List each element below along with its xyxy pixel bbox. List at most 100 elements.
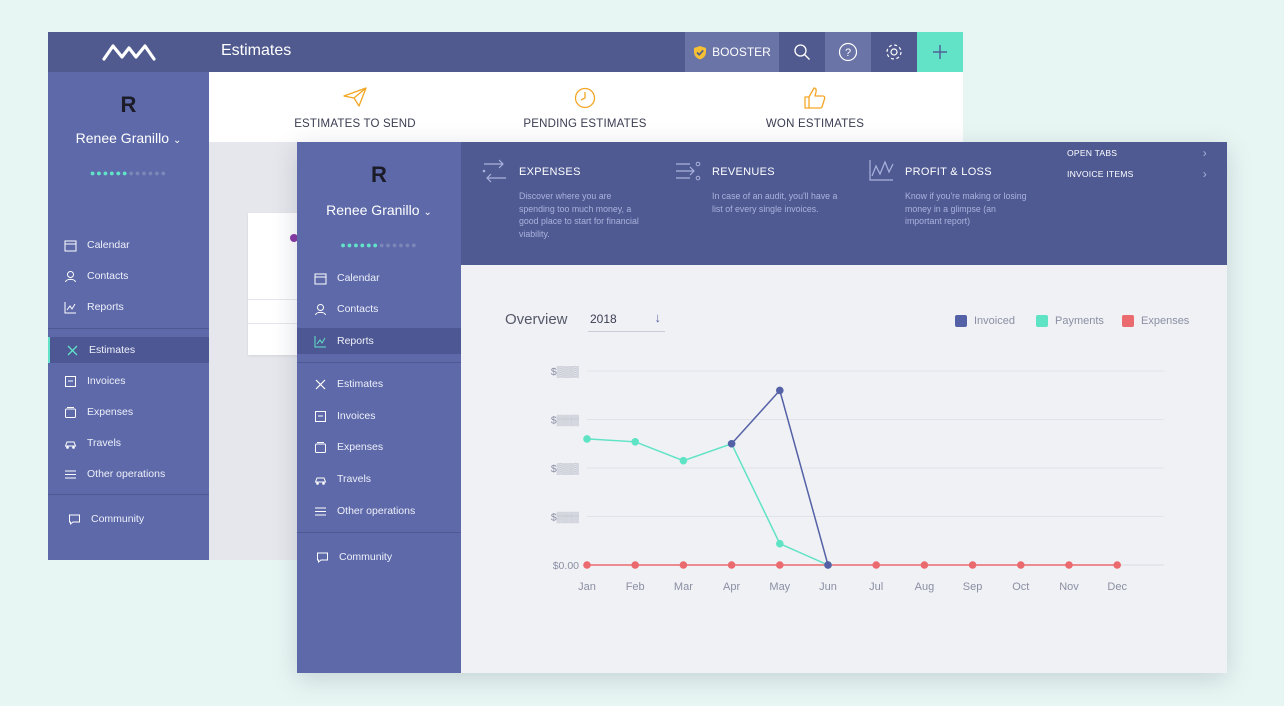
sidebar-item-label: Contacts: [337, 303, 379, 315]
data-point-expenses: [776, 561, 784, 569]
x-tick-label: Jan: [578, 581, 596, 593]
sidebar-item-label: Estimates: [337, 378, 384, 390]
data-point-expenses: [583, 561, 591, 569]
x-tick-label: Jun: [819, 581, 837, 593]
data-point-expenses: [1017, 561, 1025, 569]
add-button[interactable]: [917, 32, 963, 72]
tile-won-estimates[interactable]: WON ESTIMATES: [715, 72, 915, 142]
chevron-right-icon: ›: [1202, 167, 1207, 181]
link-label: INVOICE ITEMS: [1067, 169, 1134, 179]
data-point-invoiced: [824, 561, 832, 569]
front-window: R Renee Granillo ⌄ ●●●●●●●●●●●● Calendar…: [297, 142, 1227, 673]
legend-expenses[interactable]: Expenses: [1122, 314, 1189, 328]
help-button[interactable]: ?: [825, 32, 871, 72]
sidebar-item-expenses[interactable]: Expenses: [297, 434, 461, 460]
sidebar-item-other-operations[interactable]: Other operations: [48, 461, 209, 487]
sidebar-item-label: Other operations: [337, 505, 416, 517]
sidebar: R Renee Granillo ⌄ ●●●●●●●●●●●● Calendar…: [48, 72, 209, 560]
tile-estimates-to-send[interactable]: ESTIMATES TO SEND: [255, 72, 455, 142]
settings-button[interactable]: [871, 32, 917, 72]
progress-dots: ●●●●●●●●●●●●: [89, 168, 168, 178]
sliders-icon: [65, 470, 76, 478]
sidebar-item-label: Travels: [87, 437, 122, 449]
sliders-icon: [315, 507, 326, 515]
legend-invoiced[interactable]: Invoiced: [955, 314, 1015, 328]
transfer-arrows-icon: [482, 159, 506, 183]
sidebar-item-travels[interactable]: Travels: [297, 466, 461, 492]
divider: [48, 494, 209, 495]
sidebar-item-calendar[interactable]: Calendar: [297, 265, 461, 291]
legend-label: Expenses: [1141, 315, 1190, 327]
data-point-payments: [583, 435, 591, 443]
sidebar-item-community[interactable]: Community: [48, 506, 209, 532]
x-tick-label: Nov: [1059, 581, 1079, 593]
legend-swatch: [1122, 315, 1134, 327]
x-tick-label: Oct: [1012, 581, 1029, 593]
sidebar-item-label: Expenses: [337, 441, 384, 453]
user-name: Renee Granillo: [326, 202, 420, 218]
sidebar-item-invoices[interactable]: Invoices: [297, 403, 461, 429]
legend-payments[interactable]: Payments: [1036, 314, 1104, 328]
expenses-icon: [65, 406, 76, 418]
year-select[interactable]: 2018 ↓: [588, 310, 665, 332]
tile-pending-estimates[interactable]: PENDING ESTIMATES: [485, 72, 685, 142]
data-point-expenses: [1113, 561, 1121, 569]
shield-check-icon: [694, 45, 707, 59]
top-bar: Estimates BOOSTER ?: [209, 32, 963, 72]
x-tick-label: Apr: [723, 581, 740, 593]
sidebar-item-reports[interactable]: Reports: [297, 328, 461, 354]
data-point-payments: [631, 438, 639, 446]
svg-text:?: ?: [845, 47, 851, 59]
search-icon: [794, 44, 810, 60]
booster-button[interactable]: BOOSTER: [685, 32, 779, 72]
y-tick-label: $▒▒▒: [551, 415, 580, 427]
avatar[interactable]: R: [120, 92, 137, 117]
x-tick-label: Sep: [963, 581, 983, 593]
sidebar-item-estimates[interactable]: Estimates: [48, 337, 209, 363]
y-tick-label: $▒▒▒: [551, 366, 580, 378]
chevron-down-icon: ⌄: [423, 207, 432, 218]
app-logo[interactable]: [48, 32, 209, 72]
tile-label: WON ESTIMATES: [765, 118, 865, 130]
sidebar-item-label: Invoices: [87, 375, 126, 387]
user-menu[interactable]: Renee Granillo ⌄: [297, 202, 461, 218]
clock-icon: [574, 87, 596, 109]
report-description: In case of an audit, you'll have a list …: [712, 191, 838, 214]
sidebar-item-contacts[interactable]: Contacts: [48, 263, 209, 289]
gear-icon: [886, 44, 902, 60]
avatar[interactable]: R: [371, 162, 387, 187]
legend-swatch: [1036, 315, 1048, 327]
sidebar-item-expenses[interactable]: Expenses: [48, 399, 209, 425]
sidebar-item-label: Calendar: [337, 272, 380, 284]
sidebar-item-community[interactable]: Community: [297, 544, 461, 570]
sidebar-item-label: Reports: [337, 335, 374, 347]
sidebar-item-invoices[interactable]: Invoices: [48, 368, 209, 394]
report-title: REVENUES: [712, 166, 775, 178]
sidebar-item-label: Other operations: [87, 468, 166, 480]
sidebar-item-calendar[interactable]: Calendar: [48, 232, 209, 258]
invoices-icon: [65, 375, 76, 387]
link-open-tabs[interactable]: OPEN TABS ›: [1067, 146, 1207, 162]
search-button[interactable]: [779, 32, 825, 72]
sidebar-item-other-operations[interactable]: Other operations: [297, 498, 461, 524]
divider: [248, 323, 308, 324]
sidebar-item-label: Travels: [337, 473, 372, 485]
reports-icon: [314, 335, 326, 347]
expenses-icon: [315, 441, 326, 453]
sidebar-item-estimates[interactable]: Estimates: [297, 371, 461, 397]
data-point-expenses: [872, 561, 880, 569]
divider: [297, 532, 461, 533]
x-tick-label: Mar: [674, 581, 693, 593]
divider: [297, 362, 461, 363]
link-label: OPEN TABS: [1067, 148, 1118, 158]
x-tick-label: Jul: [869, 581, 883, 593]
data-point-expenses: [968, 561, 977, 569]
link-invoice-items[interactable]: INVOICE ITEMS ›: [1067, 167, 1207, 183]
sidebar-item-contacts[interactable]: Contacts: [297, 296, 461, 322]
sidebar-item-reports[interactable]: Reports: [48, 294, 209, 320]
sidebar-item-travels[interactable]: Travels: [48, 430, 209, 456]
thumbs-up-icon: [804, 87, 826, 109]
trend-chart-icon: [869, 160, 894, 181]
chevron-right-icon: ›: [1202, 146, 1207, 160]
user-menu[interactable]: Renee Granillo ⌄: [48, 130, 209, 146]
